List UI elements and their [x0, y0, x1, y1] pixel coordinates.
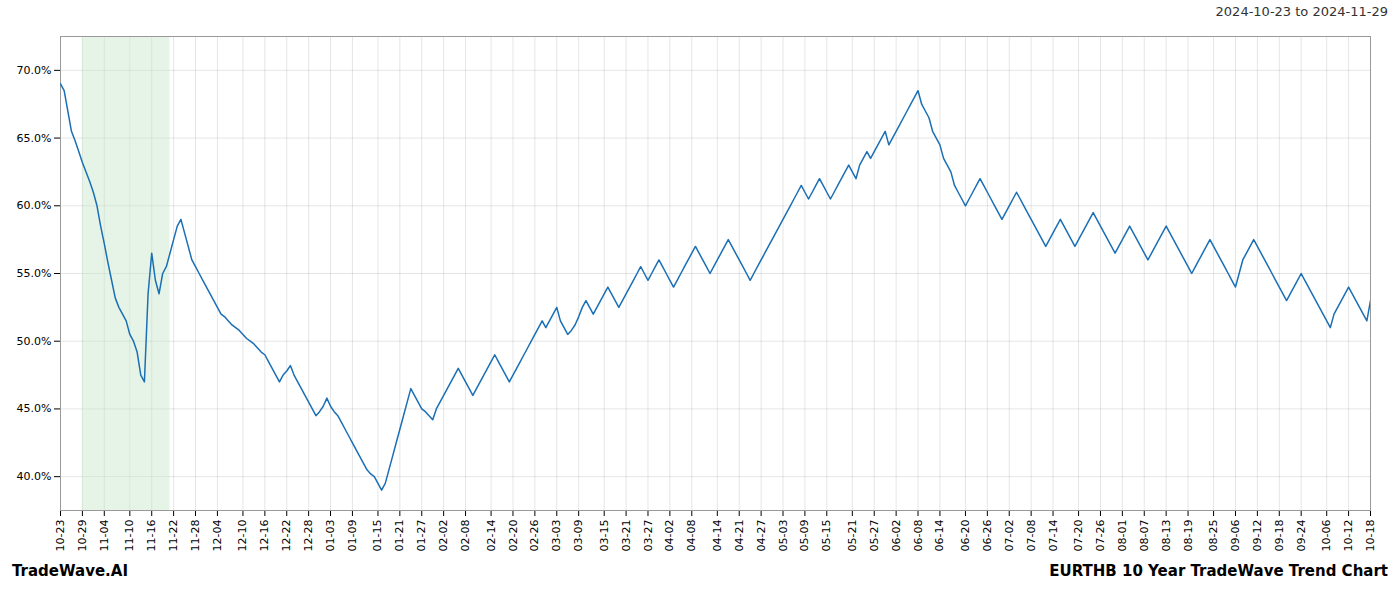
svg-text:01-21: 01-21 [393, 520, 406, 552]
svg-text:06-20: 06-20 [959, 520, 972, 552]
svg-text:12-04: 12-04 [211, 520, 224, 552]
svg-text:09-24: 09-24 [1295, 520, 1308, 552]
svg-text:10-18: 10-18 [1364, 520, 1377, 552]
svg-text:07-02: 07-02 [1003, 520, 1016, 552]
svg-text:12-16: 12-16 [258, 520, 271, 552]
svg-text:04-02: 04-02 [663, 520, 676, 552]
html-text:TradeWave.AI: TradeWave.AI [12, 562, 128, 580]
svg-text:06-02: 06-02 [890, 520, 903, 552]
svg-text:08-19: 08-19 [1182, 520, 1195, 552]
svg-text:05-09: 05-09 [798, 520, 811, 552]
svg-text:08-07: 08-07 [1138, 520, 1151, 552]
svg-text:07-08: 07-08 [1025, 520, 1038, 552]
svg-text:10-29: 10-29 [76, 520, 89, 552]
svg-text:10-23: 10-23 [54, 520, 67, 552]
svg-text:02-20: 02-20 [506, 520, 519, 552]
svg-text:04-14: 04-14 [711, 520, 724, 552]
svg-text:10-12: 10-12 [1342, 520, 1355, 552]
svg-text:03-15: 03-15 [598, 520, 611, 552]
svg-text:11-16: 11-16 [145, 520, 158, 552]
svg-text:65.0%: 65.0% [17, 132, 52, 145]
svg-text:01-15: 01-15 [371, 520, 384, 552]
svg-text:12-22: 12-22 [280, 520, 293, 552]
svg-text:03-27: 03-27 [642, 520, 655, 552]
svg-text:04-08: 04-08 [685, 520, 698, 552]
svg-text:55.0%: 55.0% [17, 267, 52, 280]
svg-text:07-26: 07-26 [1094, 520, 1107, 552]
svg-text:05-03: 05-03 [777, 520, 790, 552]
svg-text:40.0%: 40.0% [17, 470, 52, 483]
svg-text:02-02: 02-02 [437, 520, 450, 552]
svg-text:60.0%: 60.0% [17, 199, 52, 212]
svg-text:04-27: 04-27 [755, 520, 768, 552]
svg-text:08-13: 08-13 [1160, 520, 1173, 552]
svg-text:01-27: 01-27 [415, 520, 428, 552]
svg-text:02-26: 02-26 [528, 520, 541, 552]
svg-text:02-14: 02-14 [485, 520, 498, 552]
html-text:EURTHB 10 Year TradeWave Trend: EURTHB 10 Year TradeWave Trend Chart [1049, 562, 1388, 580]
svg-text:70.0%: 70.0% [17, 64, 52, 77]
svg-text:03-09: 03-09 [572, 520, 585, 552]
svg-text:07-14: 07-14 [1047, 520, 1060, 552]
svg-text:11-22: 11-22 [167, 520, 180, 552]
svg-text:06-14: 06-14 [933, 520, 946, 552]
svg-text:05-15: 05-15 [820, 520, 833, 552]
svg-text:50.0%: 50.0% [17, 335, 52, 348]
svg-text:45.0%: 45.0% [17, 402, 52, 415]
svg-text:05-27: 05-27 [868, 520, 881, 552]
svg-text:01-03: 01-03 [324, 520, 337, 552]
svg-text:06-08: 06-08 [912, 520, 925, 552]
svg-text:06-26: 06-26 [981, 520, 994, 552]
svg-text:09-12: 09-12 [1251, 520, 1264, 552]
svg-text:08-01: 08-01 [1116, 520, 1129, 552]
svg-text:12-28: 12-28 [302, 520, 315, 552]
svg-text:02-08: 02-08 [459, 520, 472, 552]
svg-text:11-28: 11-28 [189, 520, 202, 552]
svg-text:08-25: 08-25 [1207, 520, 1220, 552]
svg-text:07-20: 07-20 [1072, 520, 1085, 552]
svg-text:05-21: 05-21 [846, 520, 859, 552]
svg-text:09-06: 09-06 [1229, 520, 1242, 552]
svg-text:09-18: 09-18 [1273, 520, 1286, 552]
svg-text:03-03: 03-03 [550, 520, 563, 552]
svg-text:11-04: 11-04 [98, 520, 111, 552]
svg-text:11-10: 11-10 [123, 520, 136, 552]
svg-text:04-21: 04-21 [733, 520, 746, 552]
svg-text:10-06: 10-06 [1320, 520, 1333, 552]
html-text:2024-10-23 to 2024-11-29: 2024-10-23 to 2024-11-29 [1215, 4, 1388, 19]
svg-text:03-21: 03-21 [620, 520, 633, 552]
svg-text:01-09: 01-09 [346, 520, 359, 552]
svg-text:12-10: 12-10 [236, 520, 249, 552]
